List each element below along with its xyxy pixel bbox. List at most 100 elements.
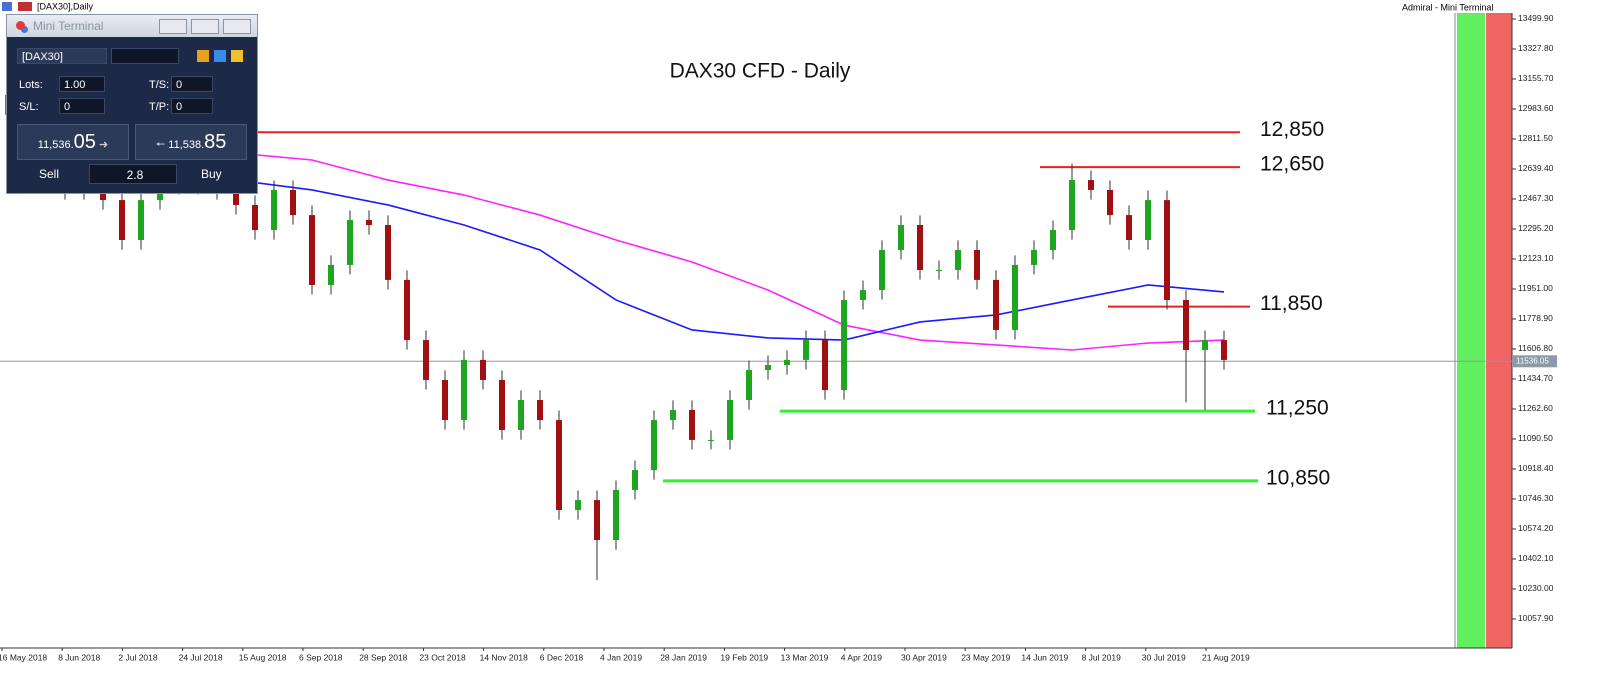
icon[interactable] [197,50,209,62]
sell-button[interactable]: 11,536.05 ➜ [17,124,129,160]
symbol-select[interactable]: [DAX30] [17,48,107,64]
candle-body [347,219,353,265]
x-tick-label: 23 Oct 2018 [419,652,466,662]
candle-body [575,500,581,511]
sell-pips: 05 [73,131,96,153]
signal-bar-red [1486,0,1512,648]
expert-name: Admiral - Mini Terminal [1402,2,1493,12]
candle-body [632,470,638,490]
y-tick-label: 11434.70 [1518,373,1553,383]
current-price-label: 11536.05 [1516,356,1549,365]
x-tick-label: 23 May 2019 [961,652,1010,662]
mini-terminal[interactable]: Mini Terminal [DAX30] Lots: 1.00 T/S: 0 … [6,14,258,194]
symbol-field[interactable] [111,48,179,64]
icon[interactable] [214,50,226,62]
buy-label[interactable]: Buy [201,167,222,181]
buy-button[interactable]: 🠔 11,538.85 [135,124,247,160]
y-tick-label: 12639.40 [1518,163,1554,173]
candle-body [1107,189,1113,216]
candle-body [974,249,980,280]
level-label: 11,250 [1266,397,1329,420]
candle-body [328,264,334,285]
terminal-title: Mini Terminal [33,19,104,33]
level-label: 12,850 [1260,118,1324,141]
y-tick-label: 10230.00 [1518,583,1554,593]
candle-body [613,489,619,540]
candle-body [879,249,885,291]
icon [18,2,32,11]
candle-body [404,279,410,341]
candle-body [1050,230,1056,250]
lots-input[interactable]: 1.00 [59,76,105,92]
candle-body [271,189,277,231]
sl-input[interactable]: 0 [59,98,105,114]
y-tick-label: 11778.90 [1518,313,1553,323]
y-tick-label: 13327.80 [1518,43,1554,53]
candle-body [765,364,771,371]
x-tick-label: 14 Jun 2019 [1021,652,1068,662]
level-label: 12,650 [1260,153,1324,176]
icon[interactable] [231,50,243,62]
title-bar: Mini Terminal [7,15,257,37]
top-bar [0,0,1600,13]
restore[interactable] [191,19,219,34]
candle-body [1031,249,1037,265]
y-tick-label: 12467.30 [1518,193,1554,203]
candle-body [1069,180,1075,231]
candle-body [1183,299,1189,350]
y-tick-label: 12983.60 [1518,103,1554,113]
candle-body [936,269,942,271]
y-tick-label: 11090.50 [1518,433,1553,443]
y-tick-label: 10402.10 [1518,553,1554,563]
x-tick-label: 8 Jul 2019 [1082,652,1121,662]
candle-body [1164,200,1170,300]
candle-body [651,420,657,471]
candle-body [993,279,999,330]
candle-body [233,189,239,205]
candle-body [708,439,714,441]
candle-body [138,200,144,241]
close[interactable] [223,19,251,34]
buy-pips: 85 [204,131,227,153]
label: Lots: [19,79,43,91]
icon [2,2,12,11]
candle-body [689,409,695,440]
candle-body [499,379,505,430]
candle-body [556,420,562,511]
sell-price: 11,536. [37,139,74,151]
candle-body [841,299,847,391]
x-tick-label: 30 Apr 2019 [901,652,947,662]
y-tick-label: 11951.00 [1518,283,1553,293]
sell-label[interactable]: Sell [39,167,60,181]
x-tick-label: 28 Jan 2019 [660,652,707,662]
minimize[interactable] [159,19,187,34]
spread: 2.8 [89,164,177,184]
x-tick-label: 14 Nov 2018 [480,652,528,662]
tp-input[interactable]: 0 [171,98,213,114]
label: T/S: [149,79,170,91]
x-tick-label: 8 Jun 2018 [58,652,100,662]
ts-input[interactable]: 0 [171,76,213,92]
y-tick-label: 11262.60 [1518,403,1553,413]
label: T/P: [149,101,170,113]
x-tick-label: 4 Apr 2019 [841,652,882,662]
y-tick-label: 12295.20 [1518,223,1554,233]
candle-body [309,215,315,285]
y-tick-label: 10918.40 [1518,463,1554,473]
candle-body [917,225,923,270]
y-tick-label: 13499.90 [1518,13,1554,23]
candle-body [746,370,752,401]
label: S/L: [19,101,39,113]
candle-body [803,340,809,360]
candle-body [442,379,448,421]
chart-title: DAX30 CFD - Daily [670,60,851,83]
current-price-box [1513,355,1557,368]
x-tick-label: 19 Feb 2019 [720,652,768,662]
window-title: [DAX30],Daily [37,1,94,11]
moving-average [8,177,1225,341]
x-tick-label: 13 Mar 2019 [781,652,829,662]
signal-bar-green [1457,0,1485,648]
candle-body [727,400,733,440]
candle-body [1012,264,1018,330]
x-tick-label: 6 Sep 2018 [299,652,343,662]
